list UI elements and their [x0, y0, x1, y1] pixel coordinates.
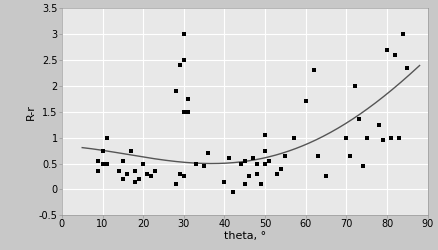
Point: [148, 174, 155, 178]
Point: [95, 169, 102, 173]
Point: [266, 159, 273, 163]
Point: [184, 110, 191, 114]
Point: [131, 180, 138, 184]
Point: [245, 174, 252, 178]
Point: [119, 177, 126, 181]
Point: [180, 58, 187, 62]
Point: [103, 162, 110, 166]
Point: [261, 148, 268, 152]
Point: [237, 162, 244, 166]
Point: [201, 164, 208, 168]
Point: [254, 162, 261, 166]
Point: [392, 53, 399, 57]
Point: [103, 136, 110, 140]
Point: [225, 156, 232, 160]
Point: [302, 99, 309, 103]
Point: [184, 97, 191, 101]
Point: [311, 68, 318, 72]
Point: [396, 136, 403, 140]
Point: [355, 118, 362, 122]
Point: [314, 154, 321, 158]
Point: [127, 148, 134, 152]
Point: [124, 172, 131, 176]
Point: [404, 66, 411, 70]
Point: [172, 182, 179, 186]
Point: [400, 32, 407, 36]
Point: [115, 169, 122, 173]
Point: [343, 136, 350, 140]
Point: [140, 162, 147, 166]
Point: [221, 180, 228, 184]
Point: [131, 169, 138, 173]
Point: [119, 159, 126, 163]
Point: [241, 182, 248, 186]
Point: [282, 154, 289, 158]
Point: [176, 63, 183, 67]
Point: [180, 174, 187, 178]
Point: [205, 151, 212, 155]
Point: [241, 159, 248, 163]
Point: [176, 172, 183, 176]
X-axis label: theta, °: theta, °: [224, 231, 266, 241]
Point: [229, 190, 236, 194]
Y-axis label: R-r: R-r: [26, 104, 36, 120]
Point: [249, 156, 256, 160]
Point: [261, 162, 268, 166]
Point: [384, 48, 391, 52]
Point: [363, 136, 370, 140]
Point: [99, 148, 106, 152]
Point: [180, 32, 187, 36]
Point: [323, 174, 330, 178]
Point: [278, 167, 285, 171]
Point: [172, 89, 179, 93]
Point: [136, 177, 143, 181]
Point: [351, 84, 358, 88]
Point: [388, 136, 395, 140]
Point: [180, 110, 187, 114]
Point: [359, 164, 366, 168]
Point: [274, 172, 281, 176]
Point: [95, 159, 102, 163]
Point: [152, 169, 159, 173]
Point: [99, 162, 106, 166]
Point: [379, 138, 386, 142]
Point: [347, 154, 354, 158]
Point: [144, 172, 151, 176]
Point: [261, 133, 268, 137]
Point: [193, 162, 200, 166]
Point: [290, 136, 297, 140]
Point: [254, 172, 261, 176]
Point: [375, 123, 382, 127]
Point: [258, 182, 265, 186]
